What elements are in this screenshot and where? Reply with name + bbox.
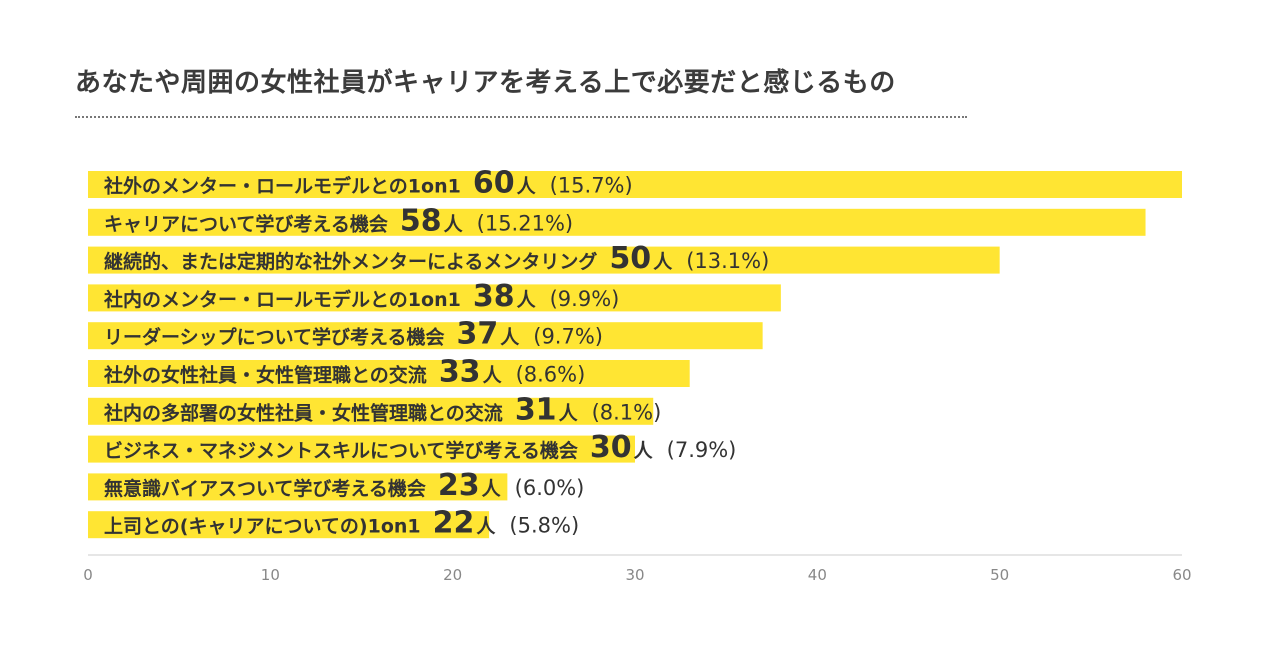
bar bbox=[88, 208, 1146, 236]
bar-label: 社外のメンター・ロールモデルとの1on1 60 人 (15.7%) bbox=[103, 166, 633, 201]
x-tick-label: 10 bbox=[261, 566, 280, 584]
percent-label: (8.1%) bbox=[592, 400, 662, 424]
bar-label: 社外の女性社員・女性管理職との交流 33 人 (8.6%) bbox=[103, 355, 585, 390]
category-label: 社外のメンター・ロールモデルとの1on1 bbox=[103, 175, 461, 198]
bar-label: リーダーシップについて学び考える機会 37 人 (9.7%) bbox=[104, 317, 603, 352]
percent-label: (15.21%) bbox=[477, 211, 573, 235]
x-tick-label: 40 bbox=[808, 566, 827, 584]
percent-label: (5.8%) bbox=[509, 514, 579, 538]
unit-label: 人 bbox=[444, 213, 464, 235]
x-tick-label: 60 bbox=[1172, 566, 1191, 584]
category-label: 無意識バイアスついて学び考える機会 bbox=[104, 477, 426, 500]
category-label: ビジネス・マネジメントスキルについて学び考える機会 bbox=[104, 439, 578, 462]
unit-label: 人 bbox=[500, 327, 520, 349]
unit-label: 人 bbox=[483, 365, 503, 387]
x-tick-label: 50 bbox=[990, 566, 1009, 584]
title-dotted-divider bbox=[75, 116, 967, 118]
bar bbox=[88, 435, 635, 463]
x-tick-label: 30 bbox=[625, 566, 644, 584]
bar bbox=[88, 284, 781, 312]
category-label: 社内の多部署の女性社員・女性管理職との交流 bbox=[103, 401, 503, 424]
value-label: 22 bbox=[433, 506, 475, 541]
x-tick-label: 0 bbox=[83, 566, 93, 584]
percent-label: (6.0%) bbox=[515, 476, 585, 500]
percent-label: (8.6%) bbox=[516, 363, 586, 387]
bar-label: 社内の多部署の女性社員・女性管理職との交流 31 人 (8.1%) bbox=[103, 392, 661, 427]
category-label: 社内のメンター・ロールモデルとの1on1 bbox=[103, 288, 461, 311]
category-label: 上司との(キャリアについての)1on1 bbox=[104, 516, 421, 538]
value-label: 37 bbox=[456, 317, 498, 352]
value-label: 30 bbox=[590, 430, 632, 465]
bar bbox=[88, 322, 763, 350]
bar bbox=[88, 171, 1182, 198]
bar-label: 上司との(キャリアについての)1on1 22 人 (5.8%) bbox=[104, 506, 579, 541]
unit-label: 人 bbox=[559, 402, 579, 424]
bar bbox=[88, 397, 654, 425]
chart-title: あなたや周囲の女性社員がキャリアを考える上で必要だと感じるもの bbox=[75, 68, 896, 98]
unit-label: 人 bbox=[634, 440, 654, 462]
unit-label: 人 bbox=[476, 516, 496, 538]
bar bbox=[88, 360, 690, 387]
category-label: リーダーシップについて学び考える機会 bbox=[104, 326, 444, 349]
bar-label: ビジネス・マネジメントスキルについて学び考える機会 30 人 (7.9%) bbox=[104, 430, 736, 465]
value-label: 33 bbox=[439, 355, 481, 390]
labels-group: 社外のメンター・ロールモデルとの1on1 60 人 (15.7%)キャリアについて学び… bbox=[103, 166, 769, 541]
value-label: 58 bbox=[400, 203, 442, 238]
value-label: 38 bbox=[473, 279, 515, 314]
unit-label: 人 bbox=[653, 251, 673, 273]
unit-label: 人 bbox=[482, 478, 502, 500]
percent-label: (15.7%) bbox=[550, 174, 633, 198]
category-label: 継続的、または定期的な社外メンターによるメンタリング bbox=[104, 250, 597, 273]
x-axis-ticks: 0 10 20 30 40 50 60 bbox=[83, 566, 1191, 584]
value-label: 60 bbox=[473, 166, 515, 201]
bar bbox=[88, 511, 490, 539]
bar-label: 無意識バイアスついて学び考える機会 23 人 (6.0%) bbox=[104, 468, 584, 503]
bar-label: キャリアについて学び考える機会 58 人 (15.21%) bbox=[104, 203, 573, 238]
bar bbox=[88, 473, 508, 501]
value-label: 31 bbox=[515, 392, 557, 427]
x-tick-label: 20 bbox=[443, 566, 462, 584]
category-label: キャリアについて学び考える機会 bbox=[104, 212, 388, 235]
value-label: 23 bbox=[438, 468, 480, 503]
bar-label: 継続的、または定期的な社外メンターによるメンタリング 50 人 (13.1%) bbox=[104, 241, 769, 276]
bar-label: 社内のメンター・ロールモデルとの1on1 38 人 (9.9%) bbox=[103, 279, 619, 314]
percent-label: (9.9%) bbox=[550, 287, 620, 311]
percent-label: (7.9%) bbox=[667, 438, 737, 462]
value-label: 50 bbox=[609, 241, 651, 276]
category-label: 社外の女性社員・女性管理職との交流 bbox=[103, 364, 427, 387]
percent-label: (9.7%) bbox=[533, 325, 603, 349]
bars-group bbox=[88, 171, 1182, 539]
bar bbox=[88, 246, 1000, 274]
percent-label: (13.1%) bbox=[686, 249, 769, 273]
unit-label: 人 bbox=[517, 176, 537, 198]
unit-label: 人 bbox=[517, 289, 537, 311]
